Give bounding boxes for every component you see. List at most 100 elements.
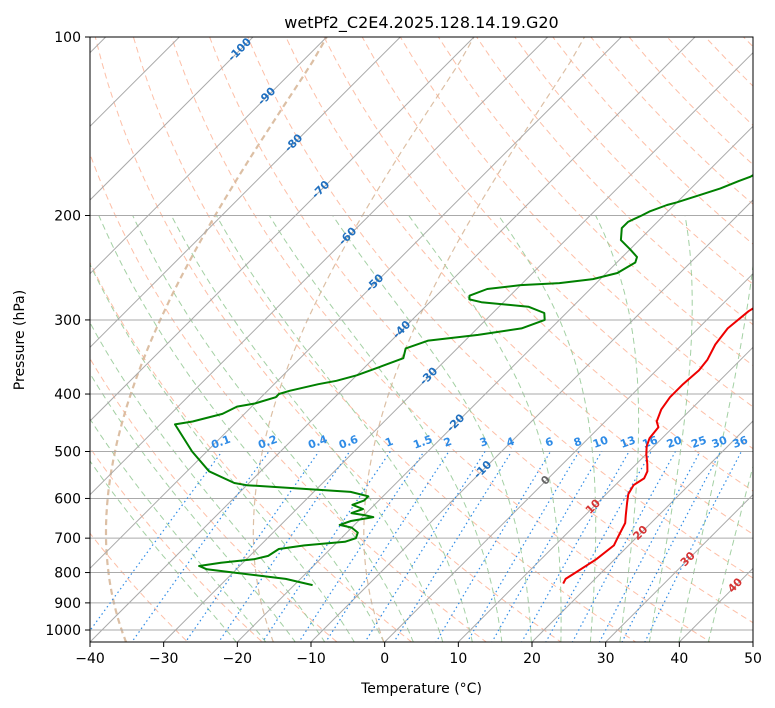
moist-adiabat xyxy=(98,215,385,642)
isotherm xyxy=(90,37,328,275)
mixing-ratio-label: 1 xyxy=(383,435,395,450)
y-tick-label: 700 xyxy=(54,531,81,547)
moist-adiabat xyxy=(648,215,693,642)
isotherm xyxy=(531,420,753,642)
isotherms xyxy=(90,37,753,642)
dry-adiabat xyxy=(361,37,753,450)
mixing-ratio-label: 36 xyxy=(731,433,750,451)
isotherm xyxy=(310,199,753,642)
mixing-ratio-label: 0.6 xyxy=(337,433,360,452)
mixing-ratio-label: 1.5 xyxy=(411,433,434,452)
isotherm xyxy=(90,37,401,349)
moist-adiabat xyxy=(90,372,296,642)
mixing-ratio-label: 20 xyxy=(665,433,684,451)
isotherm xyxy=(604,493,753,642)
moist-adiabat xyxy=(408,215,562,642)
x-tick-label: 50 xyxy=(744,651,762,667)
x-tick-label: 20 xyxy=(523,651,541,667)
dry-adiabat xyxy=(90,447,264,642)
x-tick-label: −30 xyxy=(149,651,179,667)
mixing-ratio-line xyxy=(435,451,552,642)
y-tick-label: 900 xyxy=(54,596,81,612)
mixing-ratio-label: 0.4 xyxy=(306,433,329,452)
moist-adiabat xyxy=(268,215,503,642)
mixing-ratio-label: 0.1 xyxy=(209,433,232,452)
mixing-ratio-label: 13 xyxy=(618,433,637,450)
mixing-ratio-line xyxy=(466,451,580,642)
moist-adiabat xyxy=(90,418,267,642)
isotherm xyxy=(752,641,753,642)
moist-adiabat xyxy=(90,321,326,642)
y-tick-label: 300 xyxy=(54,313,81,329)
moist-adiabat xyxy=(215,215,473,642)
moist-adiabat xyxy=(498,215,597,642)
isotherm xyxy=(457,346,753,642)
isotherm xyxy=(383,272,753,642)
mixing-ratio-lines xyxy=(90,451,742,642)
moist-adiabat xyxy=(332,215,532,642)
isotherm xyxy=(162,51,753,642)
mixing-ratio-line xyxy=(325,451,450,642)
mixing-ratio-label: 6 xyxy=(543,435,555,450)
isotherm xyxy=(90,37,622,570)
tan-curve xyxy=(363,37,586,642)
mixing-ratio-label: 4 xyxy=(505,435,517,450)
mixing-ratio-line xyxy=(571,451,676,642)
x-tick-label: −40 xyxy=(75,651,105,667)
y-tick-label: 200 xyxy=(54,209,81,225)
moist-adiabat xyxy=(595,215,640,642)
x-tick-label: 40 xyxy=(670,651,688,667)
tan-curves xyxy=(104,37,586,642)
mixing-ratio-label: 2 xyxy=(442,435,454,450)
plot-frame xyxy=(89,36,754,643)
sounding-series xyxy=(174,173,753,587)
moist-adiabat xyxy=(132,215,414,642)
mixing-ratio-line xyxy=(491,451,603,642)
y-tick-label: 600 xyxy=(54,491,81,507)
mixing-ratio-label: 10 xyxy=(591,433,610,451)
isotherm xyxy=(90,37,475,422)
mixing-ratio-line xyxy=(545,451,652,642)
tan-curve xyxy=(252,37,475,642)
x-axis: −40 −30 −20 −10 0 10 20 30 40 50 xyxy=(75,642,762,667)
x-tick-label: 10 xyxy=(449,651,467,667)
y-tick-label: 400 xyxy=(54,387,81,403)
chart-title: wetPf2_C2E4.2025.128.14.19.G20 xyxy=(284,13,558,33)
x-tick-label: −20 xyxy=(223,651,253,667)
mixing-ratio-line xyxy=(90,451,223,632)
x-tick-label: 0 xyxy=(380,651,389,667)
plot-area: 0.1 0.2 0.4 0.6 1 1.5 2 3 4 6 8 10 13 16 20 25 30 36-100-… xyxy=(90,37,753,642)
y-tick-label: 1000 xyxy=(45,623,81,639)
isotherm xyxy=(90,37,549,496)
moist-adiabats xyxy=(90,215,753,642)
moist-adiabat xyxy=(90,263,355,642)
y-axis-label: Pressure (hPa) xyxy=(12,290,28,390)
mixing-ratio-label: 3 xyxy=(478,435,490,450)
isotherm xyxy=(90,37,696,642)
dry-adiabat xyxy=(323,37,753,492)
mixing-ratio-line xyxy=(218,451,351,642)
moist-adiabat xyxy=(170,215,444,642)
x-tick-label: −10 xyxy=(296,651,326,667)
mixing-ratio-label: 25 xyxy=(690,433,709,450)
mixing-ratio-label: 0.2 xyxy=(256,433,279,452)
x-axis-label: Temperature (°C) xyxy=(360,681,482,697)
pressure-gridlines xyxy=(90,37,753,631)
mixing-ratio-line xyxy=(521,451,630,642)
mixing-ratio-label: 8 xyxy=(572,435,584,450)
mixing-ratio-line xyxy=(621,451,722,642)
mixing-ratio-line xyxy=(598,451,701,642)
x-tick-label: 30 xyxy=(597,651,615,667)
dewpoint-profile xyxy=(174,173,753,587)
temperature-profile xyxy=(562,307,753,585)
moist-adiabat xyxy=(90,460,237,642)
y-tick-label: 100 xyxy=(54,30,81,46)
y-tick-label: 500 xyxy=(54,445,81,461)
isotherm xyxy=(90,37,254,201)
y-tick-label: 800 xyxy=(54,566,81,582)
moist-adiabat xyxy=(678,262,753,642)
mixing-ratio-label: 16 xyxy=(641,433,660,451)
mixing-ratio-line xyxy=(644,451,742,642)
dry-adiabat xyxy=(399,37,753,408)
